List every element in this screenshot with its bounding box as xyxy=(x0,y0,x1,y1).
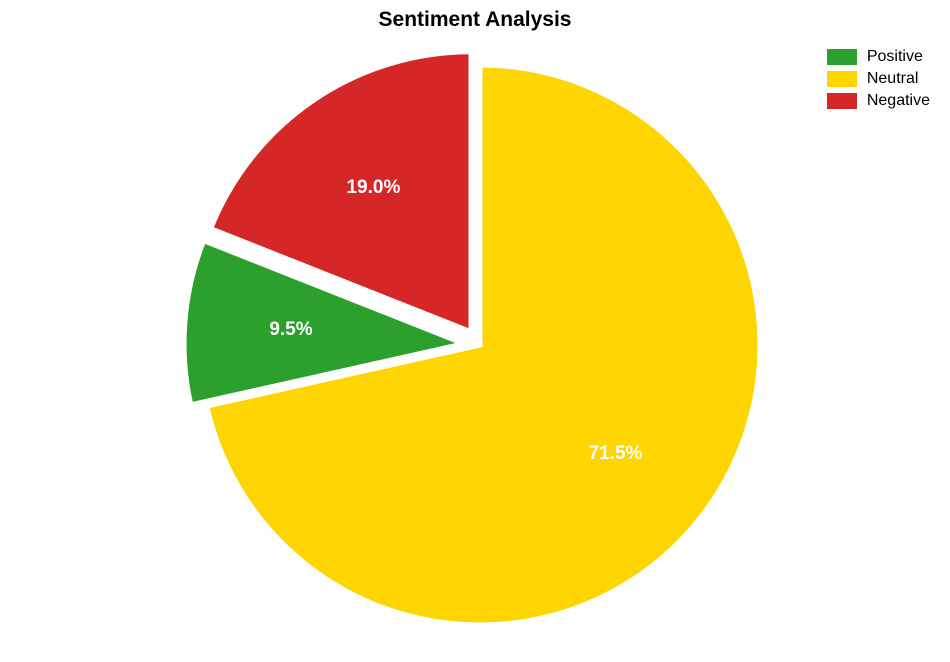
legend-swatch-negative xyxy=(827,93,857,109)
pie-slice-label-positive: 9.5% xyxy=(269,319,312,341)
legend-label-positive: Positive xyxy=(867,48,923,66)
legend-item-neutral: Neutral xyxy=(827,70,930,88)
legend-item-negative: Negative xyxy=(827,92,930,110)
legend: Positive Neutral Negative xyxy=(827,48,930,114)
legend-item-positive: Positive xyxy=(827,48,930,66)
legend-swatch-positive xyxy=(827,49,857,65)
pie-slice-label-neutral: 71.5% xyxy=(589,443,643,465)
legend-label-negative: Negative xyxy=(867,92,930,110)
pie-slice-label-negative: 19.0% xyxy=(346,177,400,199)
legend-label-neutral: Neutral xyxy=(867,70,919,88)
legend-swatch-neutral xyxy=(827,71,857,87)
pie-chart xyxy=(0,0,950,662)
